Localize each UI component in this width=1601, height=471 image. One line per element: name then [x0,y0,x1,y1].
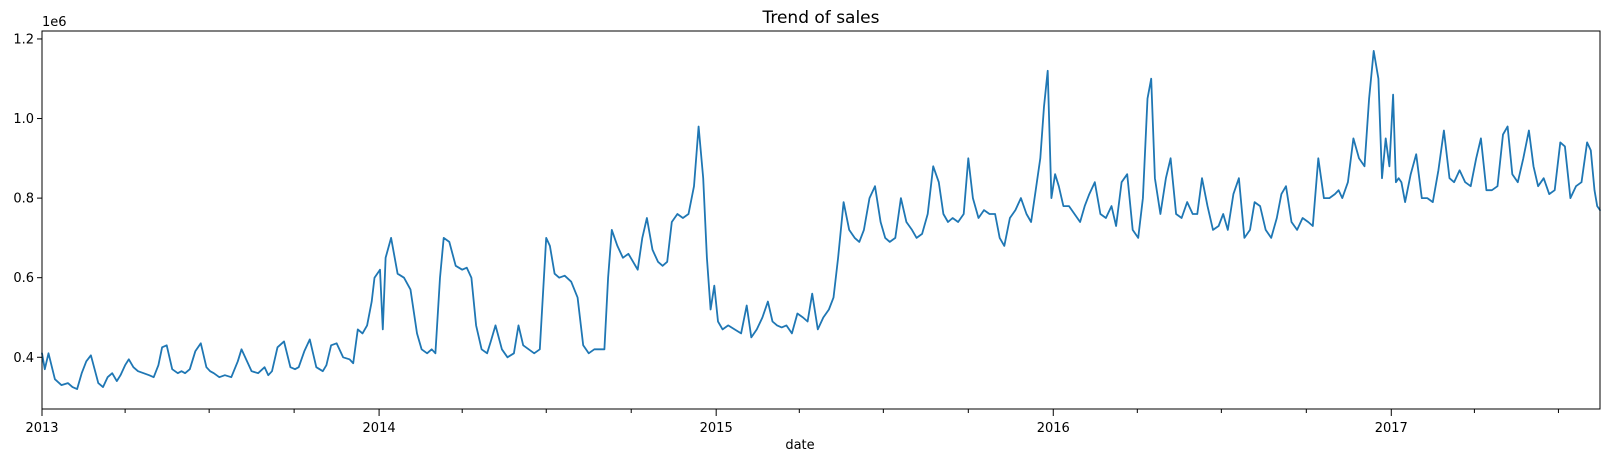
x-tick-label: 2013 [25,421,58,436]
y-tick-label: 0.6 [13,271,34,286]
ticks-layer: 0.4 0.6 0.8 1.0 1.2 2013 2014 2015 2016 2017 [13,32,1559,436]
y-tick-label: 0.4 [13,351,34,366]
y-tick-label: 0.8 [13,192,34,207]
x-tick-label: 2017 [1375,421,1408,436]
x-tick-label: 2016 [1037,421,1070,436]
y-tick-label: 1.0 [13,112,34,127]
plot-frame [41,30,1601,410]
x-tick-label: 2015 [700,421,733,436]
x-axis-title: date [785,438,814,453]
y-axis-offset-label: 1e6 [42,15,67,30]
x-tick-label: 2014 [363,421,396,436]
sales-line [41,50,1601,390]
y-tick-label: 1.2 [13,32,34,47]
plot-layer [41,50,1601,390]
chart-title: Trend of sales [761,8,879,28]
